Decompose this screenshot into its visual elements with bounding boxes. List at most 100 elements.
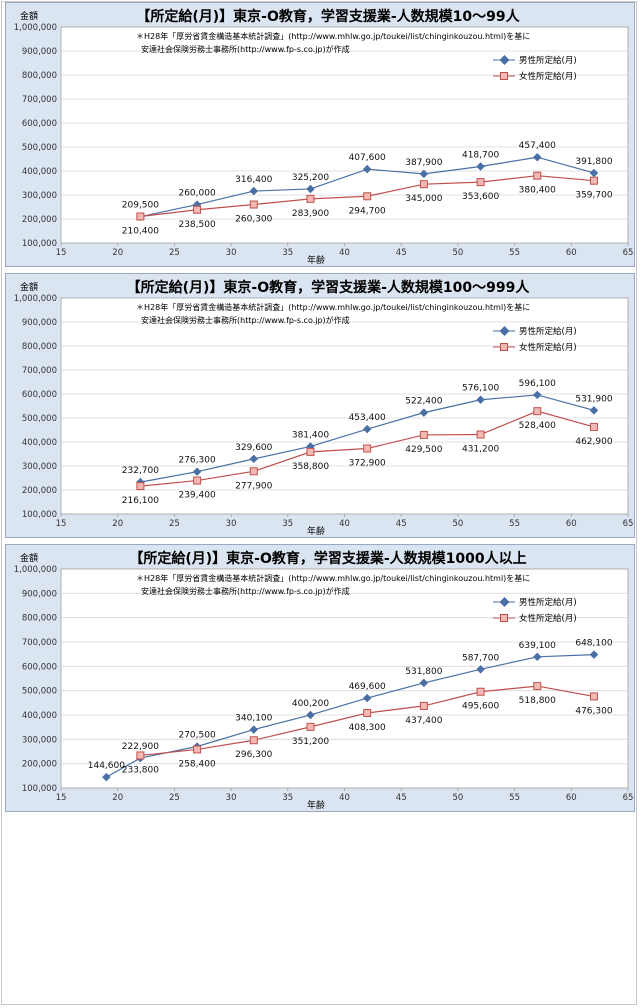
male-data-point — [476, 162, 485, 171]
y-tick-label: 900,000 — [22, 318, 57, 328]
female-data-point — [306, 194, 315, 203]
y-tick-label: 400,000 — [22, 711, 57, 721]
male-data-point — [362, 164, 372, 174]
y-axis-label: 金額 — [20, 552, 38, 564]
male-data-label: 453,400 — [349, 413, 386, 423]
female-data-point — [533, 682, 542, 691]
female-data-point — [249, 200, 258, 209]
male-data-point — [476, 395, 485, 404]
source-note-line-1: ＊H28年「厚労省賃金構造基本統計調査」(http://www.mhlw.go.… — [136, 573, 530, 583]
female-data-point — [533, 171, 542, 180]
male-data-label: 329,600 — [235, 443, 272, 453]
male-data-point — [249, 725, 259, 734]
y-tick-label: 200,000 — [22, 215, 57, 225]
male-data-label: 407,600 — [349, 153, 386, 163]
female-data-point — [136, 212, 145, 221]
male-data-label: 596,100 — [519, 379, 556, 389]
female-data-point — [476, 687, 485, 696]
chart-title: 【所定給(月)】東京-O教育，学習支援業-人数規模100～999人 — [127, 279, 531, 296]
y-tick-label: 300,000 — [22, 191, 57, 201]
female-data-point — [136, 751, 145, 760]
x-tick-label: 65 — [623, 793, 634, 803]
female-data-label: 216,100 — [122, 496, 159, 506]
y-tick-label: 800,000 — [22, 71, 57, 81]
y-axis-label: 金額 — [20, 281, 38, 293]
male-data-label: 222,900 — [122, 742, 159, 752]
female-data-point — [249, 736, 258, 745]
male-data-label: 270,500 — [178, 731, 215, 741]
x-tick-label: 50 — [452, 793, 463, 803]
legend-label: 女性所定給(月) — [519, 342, 577, 353]
male-data-label: 469,600 — [349, 682, 386, 692]
y-tick-label: 700,000 — [22, 366, 57, 376]
female-data-label: 476,300 — [575, 706, 612, 716]
legend-marker-square — [500, 614, 508, 622]
female-data-label: 345,000 — [405, 194, 442, 204]
female-data-point — [419, 180, 428, 189]
female-data-label: 408,300 — [349, 723, 386, 733]
male-data-point — [306, 710, 315, 720]
male-data-label: 381,400 — [292, 430, 329, 440]
female-data-label: 462,900 — [575, 437, 612, 447]
y-tick-label: 100,000 — [22, 239, 57, 249]
female-data-label: 239,400 — [178, 491, 215, 501]
female-data-label: 260,300 — [235, 215, 272, 225]
x-tick-label: 35 — [282, 248, 293, 258]
plot-area — [60, 568, 629, 789]
x-tick-label: 40 — [339, 248, 350, 258]
x-tick-label: 50 — [452, 519, 463, 529]
x-axis-label: 年齢 — [307, 799, 325, 811]
y-tick-label: 1,000,000 — [14, 565, 57, 575]
male-data-label: 522,400 — [405, 397, 442, 407]
x-tick-label: 20 — [112, 248, 123, 258]
x-tick-label: 55 — [509, 248, 520, 258]
female-data-label: 372,900 — [349, 459, 386, 469]
y-tick-label: 400,000 — [22, 167, 57, 177]
male-data-label: 232,700 — [122, 466, 159, 476]
male-data-label: 387,900 — [405, 158, 442, 168]
x-tick-label: 25 — [169, 519, 180, 529]
female-data-label: 437,400 — [405, 716, 442, 726]
chart-title: 【所定給(月)】東京-O教育，学習支援業-人数規模10～99人 — [136, 8, 520, 25]
x-tick-label: 30 — [226, 519, 237, 529]
source-note-line-2: 安達社会保険労務士事務所(http://www.fp-s.co.jp)が作成 — [141, 44, 350, 54]
male-data-label: 316,400 — [235, 175, 272, 185]
female-data-label: 238,500 — [178, 220, 215, 230]
male-data-point — [419, 678, 429, 688]
female-data-point — [363, 444, 372, 453]
x-tick-label: 65 — [623, 519, 634, 529]
x-tick-label: 60 — [566, 248, 577, 258]
legend-label: 女性所定給(月) — [519, 613, 577, 624]
female-data-point — [249, 467, 258, 476]
x-tick-label: 45 — [396, 793, 407, 803]
legend-marker-diamond — [499, 597, 510, 607]
x-tick-label: 65 — [623, 248, 634, 258]
x-tick-label: 15 — [56, 793, 67, 803]
legend-label: 男性所定給(月) — [519, 597, 577, 608]
legend-marker-square — [500, 72, 508, 80]
x-tick-label: 35 — [282, 793, 293, 803]
chart-panel-2: 100,000 200,000 300,000 400,000 500,000 600,0… — [5, 273, 635, 538]
female-data-point — [476, 178, 485, 187]
male-data-point — [533, 652, 542, 662]
male-data-point — [419, 408, 429, 417]
female-data-label: 495,600 — [462, 702, 499, 712]
male-data-label: 531,800 — [405, 667, 442, 677]
female-data-label: 233,800 — [122, 765, 159, 775]
female-data-point — [419, 430, 428, 439]
female-data-point — [363, 192, 372, 201]
chart-svg-1: 100,000 200,000 300,000 400,000 500,000 600,0… — [14, 8, 634, 266]
x-tick-label: 20 — [112, 793, 123, 803]
male-data-point — [192, 467, 202, 476]
y-tick-label: 500,000 — [22, 414, 57, 424]
y-tick-label: 900,000 — [22, 589, 57, 599]
y-tick-label: 300,000 — [22, 735, 57, 745]
female-data-label: 359,700 — [575, 191, 612, 201]
male-data-point — [306, 184, 315, 194]
male-data-label: 391,800 — [575, 157, 612, 167]
male-data-label: 457,400 — [519, 141, 556, 151]
y-tick-label: 300,000 — [22, 462, 57, 472]
female-data-label: 518,800 — [519, 696, 556, 706]
chart-svg-3: 100,000 200,000 300,000 400,000 500,000 600,0… — [14, 550, 634, 811]
male-data-point — [476, 665, 485, 674]
